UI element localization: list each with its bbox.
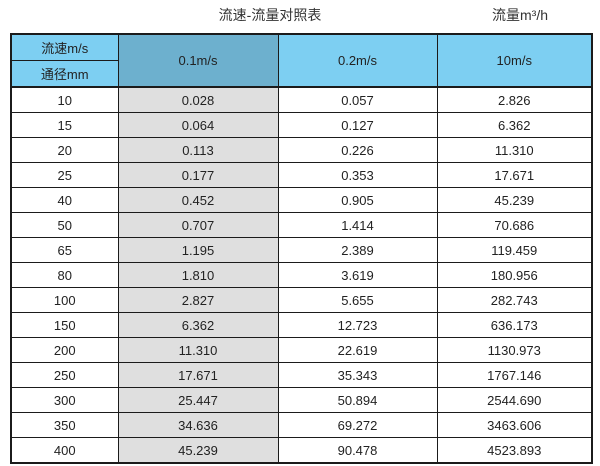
- header-row-diameter: 通径mm: [10, 60, 592, 88]
- header-col-0-2ms: 0.2m/s: [277, 33, 438, 88]
- flow-value-cell: 282.743: [436, 287, 593, 313]
- flow-value-cell: 6.362: [436, 112, 593, 138]
- table-row: 15 0.064 0.127 6.362: [10, 112, 593, 138]
- flow-value-cell: 50.894: [277, 387, 438, 413]
- flow-value-cell: 90.478: [277, 437, 438, 464]
- flow-value-cell: 6.362: [117, 312, 279, 338]
- table-row: 20 0.113 0.226 11.310: [10, 137, 593, 163]
- diameter-cell: 400: [10, 437, 119, 464]
- table-row: 40 0.452 0.905 45.239: [10, 187, 593, 213]
- diameter-cell: 25: [10, 162, 119, 188]
- diameter-cell: 50: [10, 212, 119, 238]
- table-body: 10 0.028 0.057 2.826 15 0.064 0.127 6.362 20 0.11…: [10, 86, 593, 464]
- flow-value-cell: 0.127: [277, 112, 438, 138]
- table-row: 100 2.827 5.655 282.743: [10, 287, 593, 313]
- diameter-cell: 20: [10, 137, 119, 163]
- flow-value-cell: 3.619: [277, 262, 438, 288]
- header-col-0-1ms: 0.1m/s: [117, 33, 279, 88]
- flow-value-cell: 17.671: [436, 162, 593, 188]
- flow-value-cell: 119.459: [436, 237, 593, 263]
- flow-value-cell: 0.057: [277, 86, 438, 113]
- flow-unit-label: 流量m³/h: [492, 7, 548, 23]
- table-row: 200 11.310 22.619 1130.973: [10, 337, 593, 363]
- table-row: 80 1.810 3.619 180.956: [10, 262, 593, 288]
- diameter-cell: 250: [10, 362, 119, 388]
- flow-value-cell: 1767.146: [436, 362, 593, 388]
- header-col-10ms: 10m/s: [436, 33, 593, 88]
- flow-value-cell: 12.723: [277, 312, 438, 338]
- flow-value-cell: 0.113: [117, 137, 279, 163]
- table-row: 350 34.636 69.272 3463.606: [10, 412, 593, 438]
- flow-value-cell: 1.414: [277, 212, 438, 238]
- flow-value-cell: 69.272: [277, 412, 438, 438]
- diameter-cell: 40: [10, 187, 119, 213]
- table-header: 流速m/s 0.1m/s 0.2m/s 10m/s 通径mm: [10, 33, 593, 88]
- flow-value-cell: 2.389: [277, 237, 438, 263]
- flow-value-cell: 3463.606: [436, 412, 593, 438]
- table-row: 400 45.239 90.478 4523.893: [10, 437, 593, 464]
- table-row: 50 0.707 1.414 70.686: [10, 212, 593, 238]
- flow-value-cell: 0.226: [277, 137, 438, 163]
- table-row: 10 0.028 0.057 2.826: [10, 86, 593, 113]
- flow-value-cell: 5.655: [277, 287, 438, 313]
- flow-value-cell: 0.177: [117, 162, 279, 188]
- flow-value-cell: 0.353: [277, 162, 438, 188]
- diameter-cell: 200: [10, 337, 119, 363]
- table-row: 65 1.195 2.389 119.459: [10, 237, 593, 263]
- flow-value-cell: 45.239: [436, 187, 593, 213]
- flow-value-cell: 35.343: [277, 362, 438, 388]
- flow-value-cell: 636.173: [436, 312, 593, 338]
- header-row-speed: 流速m/s 0.1m/s 0.2m/s 10m/s: [10, 33, 593, 88]
- flow-value-cell: 70.686: [436, 212, 593, 238]
- flow-value-cell: 0.452: [117, 187, 279, 213]
- flow-value-cell: 0.028: [117, 86, 279, 113]
- flow-value-cell: 1.195: [117, 237, 279, 263]
- flow-value-cell: 180.956: [436, 262, 593, 288]
- diameter-cell: 300: [10, 387, 119, 413]
- flow-value-cell: 2.826: [436, 86, 593, 113]
- table-row: 150 6.362 12.723 636.173: [10, 312, 593, 338]
- diameter-cell: 65: [10, 237, 119, 263]
- diameter-cell: 150: [10, 312, 119, 338]
- table-row: 300 25.447 50.894 2544.690: [10, 387, 593, 413]
- header-speed-label: 流速m/s: [10, 33, 119, 61]
- flow-value-cell: 22.619: [277, 337, 438, 363]
- flow-value-cell: 25.447: [117, 387, 279, 413]
- flow-value-cell: 11.310: [117, 337, 279, 363]
- flow-value-cell: 1130.973: [436, 337, 593, 363]
- flow-value-cell: 0.905: [277, 187, 438, 213]
- flow-value-cell: 17.671: [117, 362, 279, 388]
- diameter-cell: 100: [10, 287, 119, 313]
- table-title: 流速-流量对照表: [218, 7, 322, 23]
- flow-value-cell: 1.810: [117, 262, 279, 288]
- table-row: 25 0.177 0.353 17.671: [10, 162, 593, 188]
- flow-value-cell: 2.827: [117, 287, 279, 313]
- flow-value-cell: 0.064: [117, 112, 279, 138]
- diameter-cell: 350: [10, 412, 119, 438]
- flow-value-cell: 2544.690: [436, 387, 593, 413]
- flow-value-cell: 45.239: [117, 437, 279, 464]
- table-row: 250 17.671 35.343 1767.146: [10, 362, 593, 388]
- flow-rate-table: 流速m/s 0.1m/s 0.2m/s 10m/s 通径mm 10 0.028 0.…: [10, 33, 593, 464]
- flow-value-cell: 11.310: [436, 137, 593, 163]
- flow-value-cell: 0.707: [117, 212, 279, 238]
- diameter-cell: 10: [10, 86, 119, 113]
- flow-value-cell: 34.636: [117, 412, 279, 438]
- diameter-cell: 15: [10, 112, 119, 138]
- diameter-cell: 80: [10, 262, 119, 288]
- header-diameter-label: 通径mm: [10, 60, 119, 88]
- flow-value-cell: 4523.893: [436, 437, 593, 464]
